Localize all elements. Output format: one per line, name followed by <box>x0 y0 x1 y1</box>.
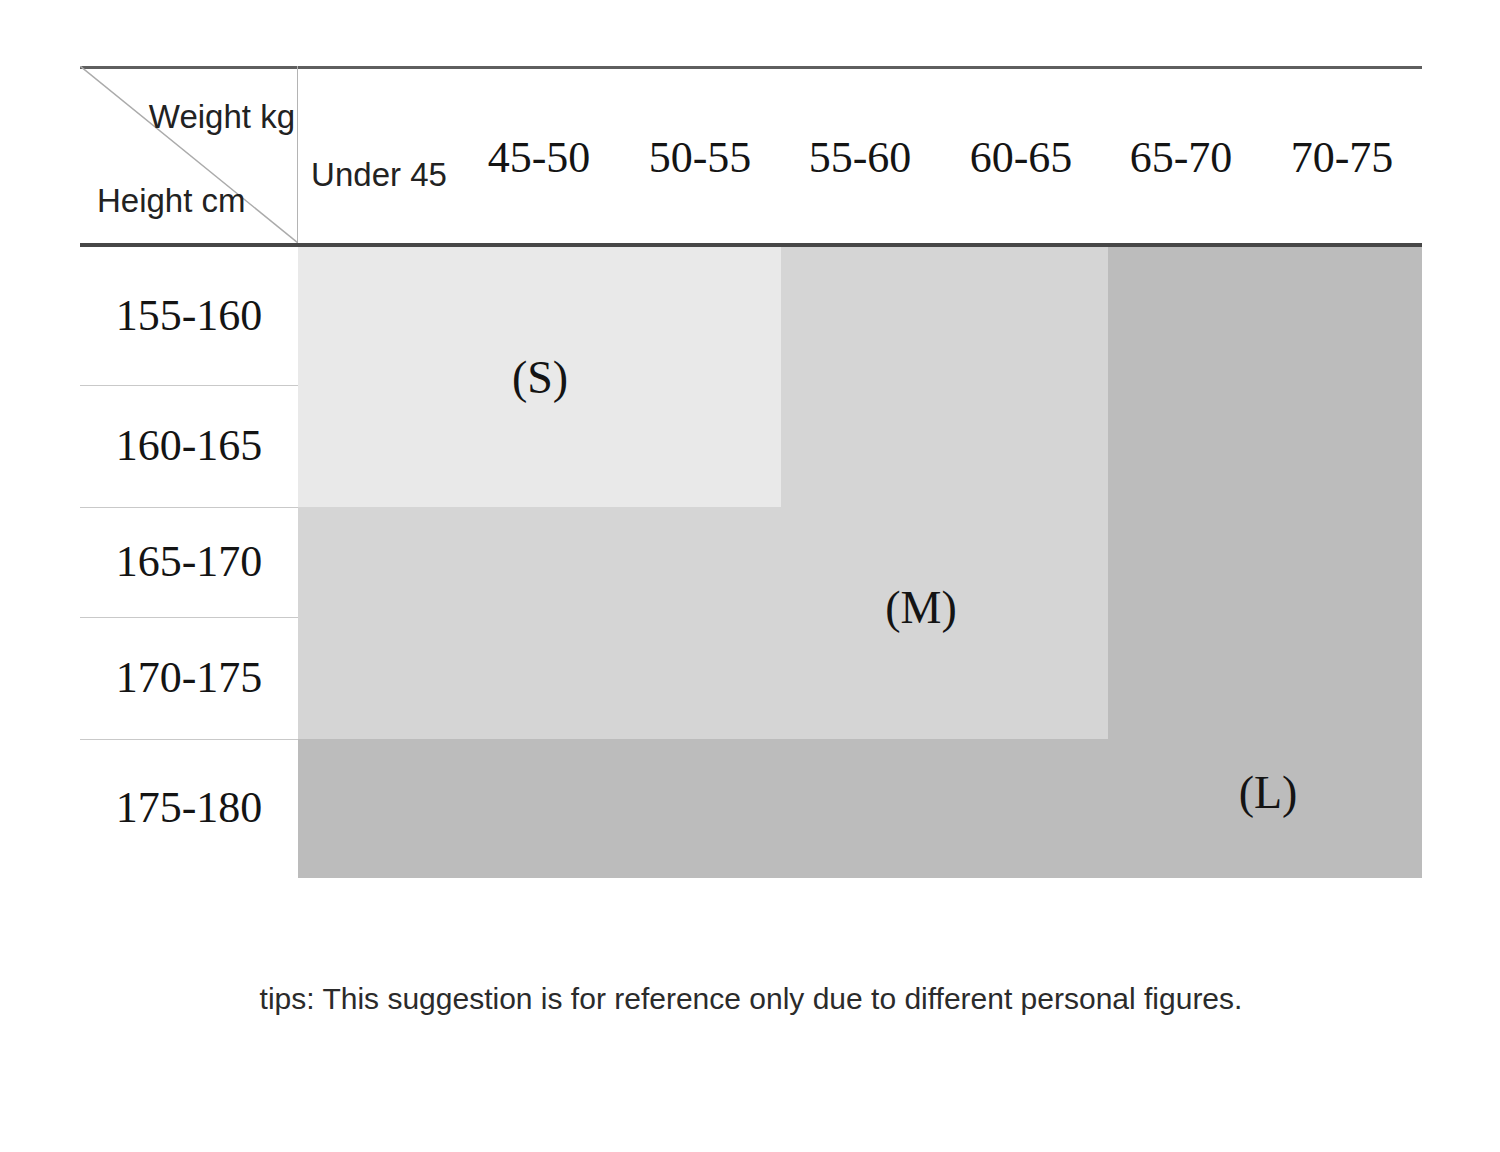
size-label-l: (L) <box>1239 770 1298 816</box>
col-header-65-70: 65-70 <box>1100 136 1262 180</box>
row-header-155-160: 155-160 <box>80 294 298 338</box>
col-header-under-45: Under 45 <box>298 158 460 202</box>
row-separator <box>80 507 298 508</box>
row-separator <box>80 739 298 740</box>
row-header-170-175: 170-175 <box>80 656 298 700</box>
row-header-175-180: 175-180 <box>80 786 298 830</box>
col-header-55-60: 55-60 <box>779 136 941 180</box>
row-separator <box>80 617 298 618</box>
row-header-165-170: 165-170 <box>80 540 298 584</box>
corner-height-label: Height cm <box>97 184 246 218</box>
size-label-m: (M) <box>885 585 957 631</box>
row-separator <box>80 385 298 386</box>
row-header-160-165: 160-165 <box>80 424 298 468</box>
corner-weight-label: Weight kg <box>149 100 295 134</box>
size-label-s: (S) <box>512 355 568 401</box>
col-header-60-65: 60-65 <box>940 136 1102 180</box>
col-header-70-75: 70-75 <box>1261 136 1423 180</box>
tips-footnote: tips: This suggestion is for reference o… <box>80 981 1422 1017</box>
col-header-45-50: 45-50 <box>458 136 620 180</box>
size-chart-page: Weight kg Height cm Under 45 45-50 50-55… <box>0 0 1500 1152</box>
col-header-50-55: 50-55 <box>619 136 781 180</box>
